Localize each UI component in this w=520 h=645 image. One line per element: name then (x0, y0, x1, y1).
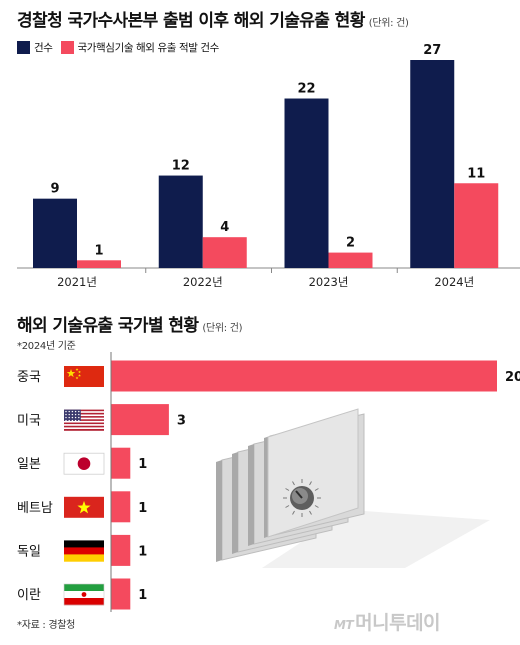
country-bar-1 (111, 360, 497, 392)
dial-tick (292, 510, 295, 515)
country-value-5: 1 (138, 544, 147, 559)
top-chart-legend: 건수 국가핵심기술 해외 유출 적발 건수 (17, 40, 227, 55)
top-chart-unit: (단위: 건) (368, 18, 409, 29)
country-value-4: 1 (138, 501, 147, 516)
country-label-4: 베트남 (17, 501, 53, 516)
dial-pointer (295, 490, 303, 499)
bottom-chart-bars: 중국 20 미국 3 일본 1 베트남 1 독일 1 이란 1 (17, 352, 520, 612)
x-tick-label-2: 2022년 (183, 275, 223, 289)
country-label-5: 독일 (17, 544, 41, 559)
legend-swatch-red (60, 41, 74, 54)
watermark: MT 머니투데이 (334, 608, 441, 635)
data-label-count-4: 27 (423, 43, 441, 58)
bar-core-tech-2 (202, 237, 247, 268)
country-label-6: 이란 (17, 588, 41, 603)
bar-core-tech-1 (77, 260, 121, 268)
bar-count-1 (33, 198, 77, 268)
vietnam-flag-icon (64, 496, 104, 518)
dial-tick (292, 481, 295, 486)
data-label-count-2: 12 (172, 159, 190, 174)
legend-swatch-navy (17, 41, 30, 54)
country-bar-4 (111, 491, 131, 523)
top-chart-title: 경찰청 국가수사본부 출범 이후 해외 기술유출 현황 (단위: 건) (17, 11, 409, 31)
data-label-count-1: 9 (50, 182, 59, 197)
server-illustration (216, 408, 490, 568)
dial-tick (285, 488, 290, 491)
bar-count-2 (158, 175, 203, 268)
china-flag-icon (64, 366, 104, 387)
bar-core-tech-3 (328, 252, 373, 268)
country-label-3: 일본 (17, 457, 41, 472)
country-value-2: 3 (177, 414, 186, 429)
dial-tick (285, 505, 290, 508)
shadow-shape (262, 510, 490, 568)
country-bar-6 (111, 578, 131, 610)
source-note: *자료 : 경찰청 (17, 620, 76, 631)
data-label-core-tech-2: 4 (220, 220, 229, 235)
server-front-face (267, 408, 359, 538)
country-value-6: 1 (138, 588, 147, 603)
legend-item-core-tech: 국가핵심기술 해외 유출 적발 건수 (60, 40, 220, 55)
watermark-name: 머니투데이 (355, 612, 441, 634)
server-panel-edge-3 (248, 444, 254, 546)
bar-core-tech-4 (454, 183, 499, 268)
data-label-count-3: 22 (297, 82, 315, 97)
bar-count-3 (284, 98, 329, 268)
legend-item-count: 건수 (17, 40, 53, 55)
country-bar-5 (111, 534, 131, 566)
bar-count-4 (410, 60, 455, 268)
country-label-1: 중국 (17, 370, 41, 385)
basis-note: *2024년 기준 (17, 341, 76, 352)
x-tick-label-4: 2024년 (434, 275, 474, 289)
country-value-1: 20 (505, 370, 520, 385)
germany-flag-icon (64, 540, 104, 562)
dial-tick (314, 505, 319, 508)
x-tick-label-3: 2023년 (309, 275, 349, 289)
server-panel-edge-2 (232, 452, 238, 554)
watermark-mt: MT (334, 618, 354, 632)
server-panel-edge-1 (216, 460, 222, 562)
dial-tick (309, 510, 312, 515)
bottom-chart-unit: (단위: 건) (202, 323, 243, 334)
iran-flag-icon (63, 583, 105, 606)
data-label-core-tech-1: 1 (94, 243, 103, 258)
usa-flag-icon (64, 409, 104, 431)
dial-tick (314, 488, 319, 491)
bottom-chart-title: 해외 기술유출 국가별 현황 (단위: 건) (17, 316, 243, 336)
country-bar-3 (111, 447, 131, 479)
legend-label-count: 건수 (34, 42, 53, 54)
country-bar-2 (111, 404, 169, 436)
country-value-3: 1 (138, 457, 147, 472)
data-label-core-tech-3: 2 (346, 236, 355, 251)
country-label-2: 미국 (17, 414, 41, 429)
legend-label-core-tech: 국가핵심기술 해외 유출 적발 건수 (77, 42, 220, 54)
data-label-core-tech-4: 11 (467, 166, 485, 181)
x-tick-label-1: 2021년 (57, 275, 97, 289)
japan-flag-icon (63, 452, 105, 475)
dial-tick (309, 481, 312, 486)
